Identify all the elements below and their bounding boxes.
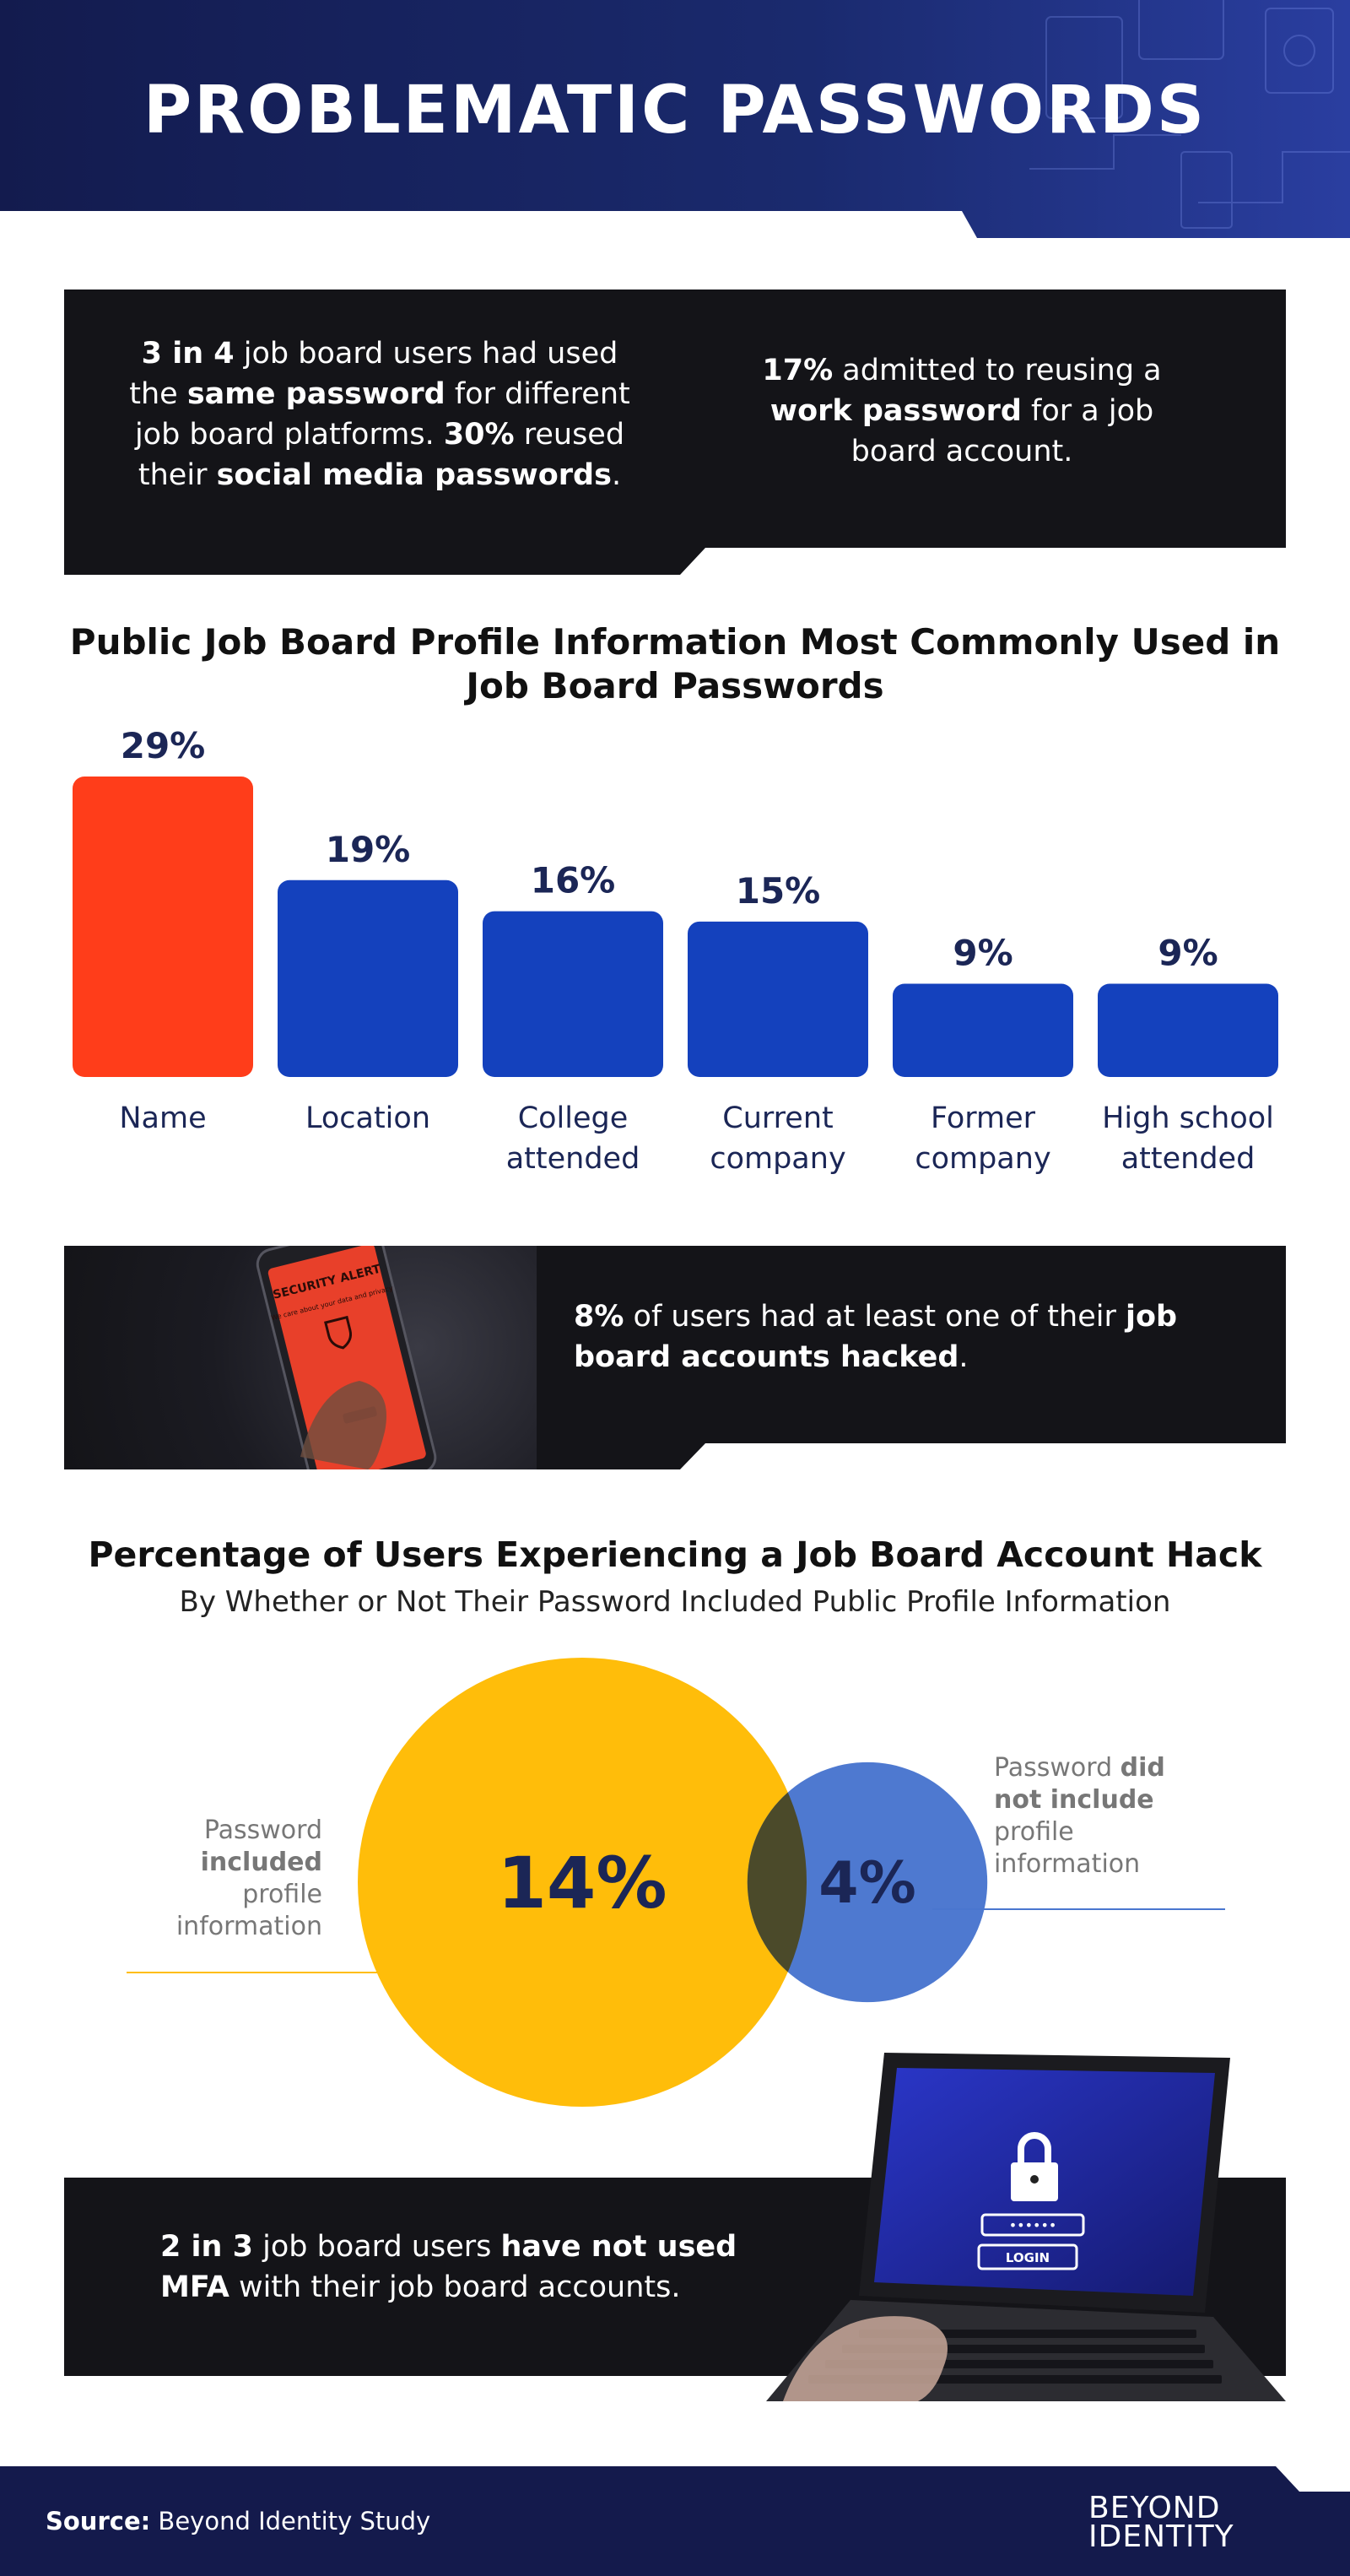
bar-category-label: company [915, 1142, 1050, 1176]
bar-value-label: 15% [736, 870, 821, 912]
bar-category-label: College [518, 1101, 629, 1135]
bar-value-label: 19% [326, 829, 411, 870]
phone-security-alert-icon: SECURITY ALERT We care about your data a… [256, 1246, 437, 1469]
bubble-value-included: 14% [497, 1842, 667, 1924]
stat-work-password: 17% admitted to reusing a work password … [762, 354, 1162, 468]
laptop-login-icon: •••••• LOGIN [766, 2053, 1286, 2401]
hand-icon [300, 1381, 386, 1469]
bubble-chart: 14% 4% [127, 1658, 1225, 2107]
bubble-chart-title: Percentage of Users Experiencing a Job B… [88, 1534, 1262, 1575]
source-citation: Source: Beyond Identity Study [46, 2507, 431, 2535]
bar-category-label: Name [119, 1101, 206, 1135]
login-label: LOGIN [1006, 2250, 1050, 2265]
bar-2 [278, 879, 458, 1077]
label-password-not-included: Password did not include profile informa… [994, 1753, 1165, 1879]
password-field [980, 2213, 1085, 2237]
bubble-not-included [747, 1762, 988, 2003]
stat-password-reuse: 3 in 4 job board users had used the same… [129, 337, 630, 492]
bar-value-label: 9% [1158, 933, 1218, 974]
stat-accounts-hacked: 8% of users had at least one of their jo… [574, 1300, 1178, 1374]
bubble-chart-subtitle: By Whether or Not Their Password Include… [179, 1585, 1171, 1619]
phone-photo: SECURITY ALERT We care about your data a… [64, 1246, 537, 1469]
bar-3 [483, 911, 663, 1077]
stat-box-reuse [64, 290, 1286, 575]
bar-1 [73, 777, 253, 1077]
bubble-included [358, 1658, 807, 2107]
shield-icon [324, 1315, 353, 1350]
bar-category-label: attended [1121, 1142, 1256, 1176]
password-mask: •••••• [1009, 2217, 1057, 2233]
stat-no-mfa: 2 in 3 job board users have not used MFA… [160, 2230, 737, 2304]
label-password-included: Password included profile information [176, 1816, 322, 1941]
bar-value-label: 16% [531, 860, 616, 901]
footer-bar [0, 2466, 1350, 2576]
header-banner [0, 0, 1350, 238]
bar-category-label: Current [722, 1101, 833, 1135]
brand-logo: BEYOND IDENTITY [1088, 2491, 1257, 2554]
logo-line-2: IDENTITY [1088, 2519, 1234, 2554]
login-button [977, 2243, 1078, 2270]
bar-5 [893, 983, 1073, 1077]
lock-icon [1011, 2132, 1058, 2201]
bar-chart-title: Public Job Board Profile Information Mos… [69, 621, 1281, 706]
bar-category-label: attended [506, 1142, 640, 1176]
bar-category-label: company [710, 1142, 845, 1176]
logo-line-1: BEYOND [1088, 2491, 1221, 2525]
page-title: PROBLEMATIC PASSWORDS [143, 73, 1207, 149]
bar-value-label: 29% [121, 725, 206, 766]
bubble-value-not-included: 4% [818, 1850, 915, 1917]
circuit-decoration-icon [1029, 0, 1350, 229]
hand-icon [783, 2316, 948, 2401]
bar-category-label: Former [931, 1101, 1036, 1135]
bar-4 [688, 921, 868, 1077]
bar-category-label: High school [1102, 1101, 1274, 1135]
bar-6 [1098, 983, 1278, 1077]
bar-category-label: Location [305, 1101, 430, 1135]
bar-value-label: 9% [953, 933, 1012, 974]
bar-chart: 29% Name 19% Location 16% College attended 15% C… [73, 725, 1278, 1176]
